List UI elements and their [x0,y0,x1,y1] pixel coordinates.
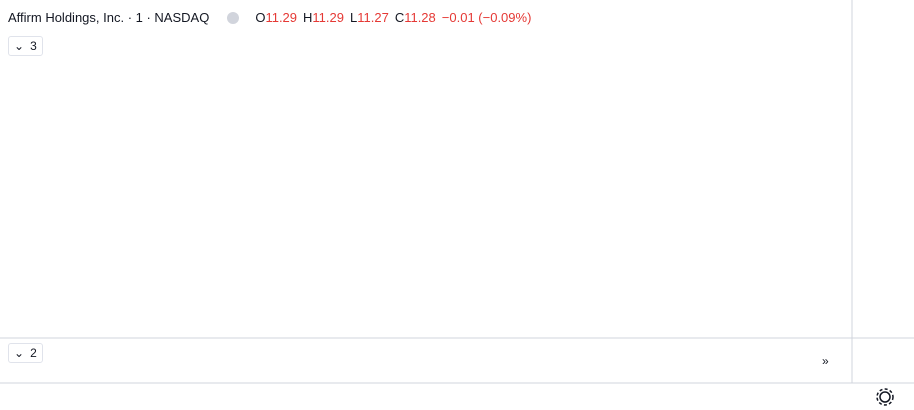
pane-toggle[interactable]: ⌄ 2 [8,343,43,363]
collapse-icon[interactable]: » [822,354,829,368]
ohlc-label: L [350,10,358,25]
pane-count: 2 [30,346,37,360]
ohlc-value: 11.29 [312,10,344,25]
chart-header: Affirm Holdings, Inc. · 1 · NASDAQ O 11.2… [8,10,531,25]
ohlc-value: 11.27 [357,10,389,25]
chart-title: Affirm Holdings, Inc. · 1 · NASDAQ [8,10,210,25]
pane-count: 3 [30,39,37,53]
ohlc-label: H [303,10,313,25]
settings-icon[interactable] [876,388,894,406]
symbol-icon[interactable] [227,11,240,24]
change: −0.01 (−0.09%) [441,10,532,25]
ohlc-value: 11.28 [404,10,436,25]
ohlc-label: O [255,10,266,25]
ohlc-value: 11.29 [265,10,298,25]
pane-toggle[interactable]: ⌄ 3 [8,36,43,56]
ohlc-label: C [394,10,405,25]
